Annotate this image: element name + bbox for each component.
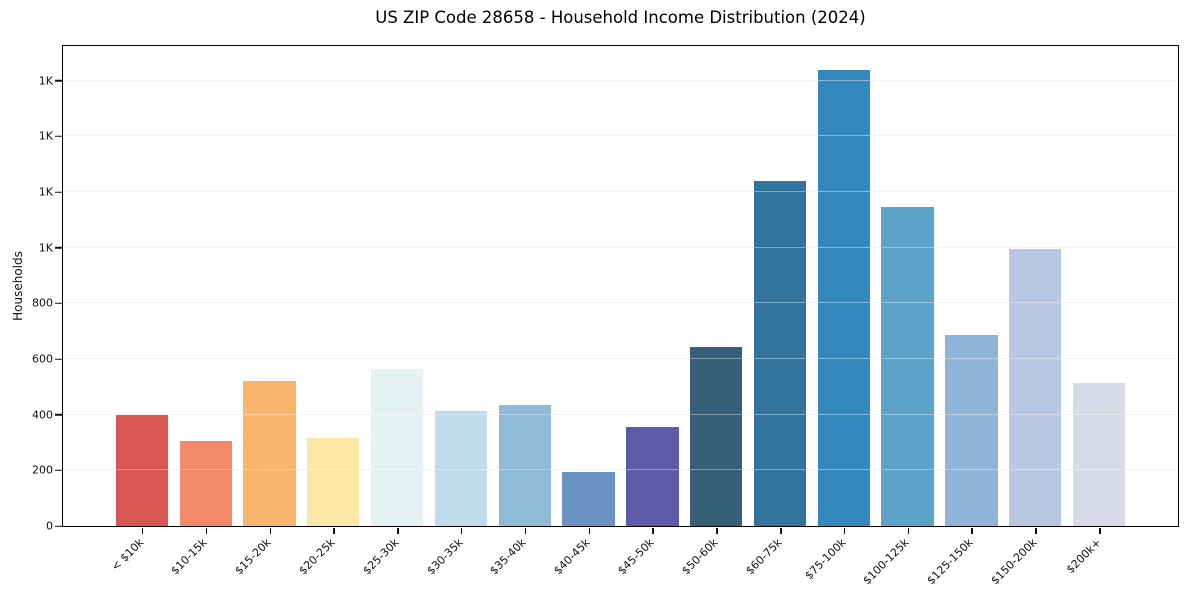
bar-slot: $10-15k	[169, 46, 238, 577]
x-tick-mark	[524, 528, 527, 534]
y-tick-mark	[55, 358, 62, 360]
bar	[115, 414, 169, 526]
x-tick-label: $40-45k	[551, 536, 593, 578]
y-tick-label: 1K	[38, 185, 53, 199]
x-tick-mark	[907, 528, 910, 534]
x-tick-mark	[971, 528, 973, 534]
y-tick-mark	[55, 247, 62, 249]
bar	[1072, 382, 1126, 526]
x-tick-label: $75-100k	[801, 536, 849, 583]
y-tick-mark	[55, 135, 62, 138]
x-tick-label: $125-150k	[924, 536, 976, 588]
bar	[626, 427, 679, 526]
bar	[1009, 249, 1062, 526]
x-tick-label: $35-40k	[487, 536, 529, 578]
x-tick-mark	[1099, 528, 1101, 534]
x-tick-mark	[588, 528, 591, 534]
bar	[179, 441, 232, 526]
y-tick-label: 1K	[38, 74, 53, 88]
bar	[753, 180, 807, 526]
bar-slot: $50-60k	[679, 46, 748, 577]
bar	[498, 404, 551, 526]
y-tick-label: 1K	[38, 241, 53, 255]
x-tick-label: $20-25k	[296, 536, 338, 578]
bars-layer: < $10k $10-15k $15-20k $20-25k $25-30k $30-35…	[109, 46, 1131, 587]
y-tick-mark	[55, 469, 62, 472]
y-tick-label: 800	[32, 296, 53, 310]
x-tick-mark	[141, 528, 144, 534]
x-tick-mark	[716, 528, 718, 534]
bar-slot: $45-50k	[615, 46, 685, 577]
x-tick-label: $50-60k	[679, 536, 721, 578]
y-tick-label: 400	[32, 408, 53, 422]
x-tick-mark	[205, 528, 208, 534]
x-tick-mark	[333, 528, 335, 534]
x-tick-label: $60-75k	[742, 536, 785, 578]
x-tick-label: $10-15k	[168, 536, 210, 578]
bar	[945, 335, 998, 526]
y-tick-label: 200	[32, 463, 53, 477]
chart-title: US ZIP Code 28658 - Household Income Dis…	[375, 8, 866, 27]
y-tick-label: 0	[46, 519, 53, 533]
bar-slot: $75-100k	[802, 46, 876, 582]
y-tick-mark	[55, 413, 62, 416]
x-tick-label: $200k+	[1063, 536, 1104, 577]
y-tick-label: 1K	[38, 129, 53, 143]
y-tick-label: 600	[32, 352, 53, 366]
bar	[434, 410, 488, 526]
bar-slot: $35-40k	[488, 46, 557, 577]
bar-slot: $200k+	[1063, 46, 1131, 576]
bar-slot: $15-20k	[232, 46, 302, 577]
bar-slot: $30-35k	[424, 46, 493, 577]
x-tick-label: $30-35k	[423, 536, 466, 578]
x-tick-mark	[780, 528, 782, 534]
bar	[881, 207, 934, 526]
bar-slot: $60-75k	[743, 46, 812, 577]
x-tick-mark	[269, 528, 272, 534]
bar-slot: $40-45k	[552, 46, 621, 577]
x-tick-mark	[843, 528, 846, 534]
x-tick-label: $100-125k	[860, 536, 912, 588]
y-tick-mark	[55, 525, 62, 527]
bar	[370, 368, 424, 526]
y-axis-title: Households	[11, 251, 25, 321]
bar	[307, 438, 360, 526]
y-tick-mark	[55, 80, 62, 82]
x-tick-label: $25-30k	[360, 536, 402, 578]
bar	[690, 346, 743, 526]
bar-slot: $150-200k	[988, 46, 1067, 587]
bar-slot: $125-150k	[925, 46, 1004, 587]
bar	[562, 471, 615, 526]
x-tick-label: $15-20k	[232, 536, 274, 578]
bar-slot: $20-25k	[296, 46, 365, 577]
x-tick-mark	[460, 528, 463, 534]
bar-slot: < $10k	[109, 46, 174, 574]
x-tick-mark	[652, 528, 654, 534]
bar-slot: $100-125k	[861, 46, 940, 587]
y-tick-mark	[55, 191, 62, 193]
bar-slot: $25-30k	[360, 46, 429, 577]
y-tick-mark	[55, 302, 62, 305]
x-tick-label: $45-50k	[615, 536, 657, 578]
bar	[817, 69, 870, 526]
x-tick-label: < $10k	[108, 536, 147, 574]
x-tick-label: $150-200k	[988, 536, 1040, 588]
x-tick-mark	[397, 528, 399, 534]
plot-area: < $10k $10-15k $15-20k $20-25k $25-30k $30-35…	[32, 45, 1179, 587]
x-tick-mark	[1035, 528, 1037, 534]
bar	[243, 381, 296, 526]
